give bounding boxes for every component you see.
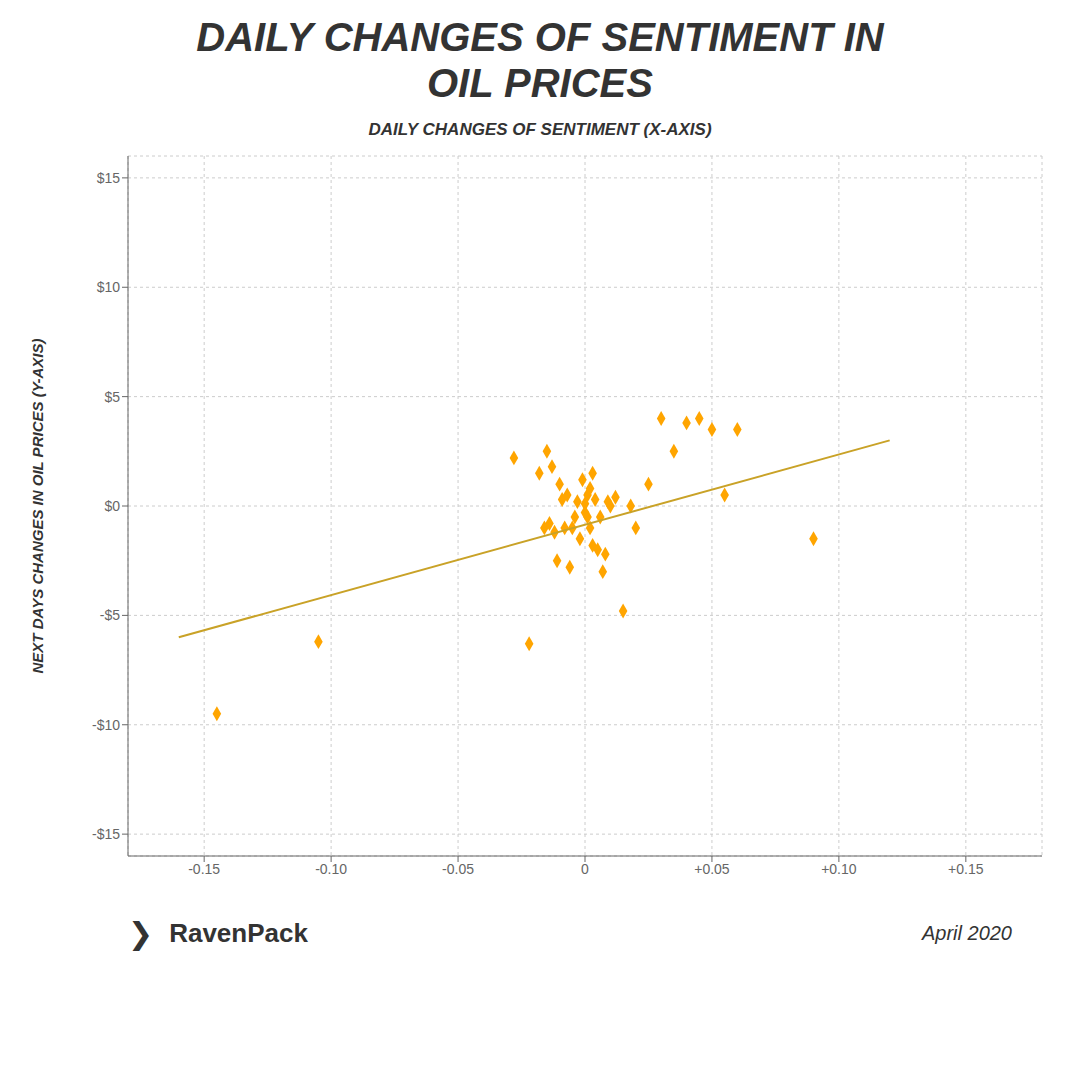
svg-text:-$5: -$5 [100,607,120,623]
svg-text:$5: $5 [104,389,120,405]
svg-text:+0.15: +0.15 [948,861,984,877]
svg-text:NEXT DAYS CHANGES IN OIL PRICE: NEXT DAYS CHANGES IN OIL PRICES (Y-AXIS) [29,338,46,673]
svg-text:-$15: -$15 [92,826,120,842]
svg-text:-$10: -$10 [92,717,120,733]
html-text:April 2020: April 2020 [921,922,1012,944]
html-text:DAILY CHANGES OF SENTIMENT IN: DAILY CHANGES OF SENTIMENT IN OIL PRICES [196,15,884,105]
svg-text:-0.10: -0.10 [315,861,347,877]
svg-text:$15: $15 [97,170,121,186]
html-text:RavenPack: RavenPack [169,918,308,948]
svg-text:-0.05: -0.05 [442,861,474,877]
svg-text:-0.15: -0.15 [188,861,220,877]
svg-text:$10: $10 [97,279,121,295]
html-text:DAILY CHANGES OF SENTIMENT (X-: DAILY CHANGES OF SENTIMENT (X-AXIS) [368,120,712,139]
svg-text:$0: $0 [104,498,120,514]
svg-text:0: 0 [581,861,589,877]
svg-text:+0.05: +0.05 [694,861,730,877]
svg-text:+0.10: +0.10 [821,861,857,877]
